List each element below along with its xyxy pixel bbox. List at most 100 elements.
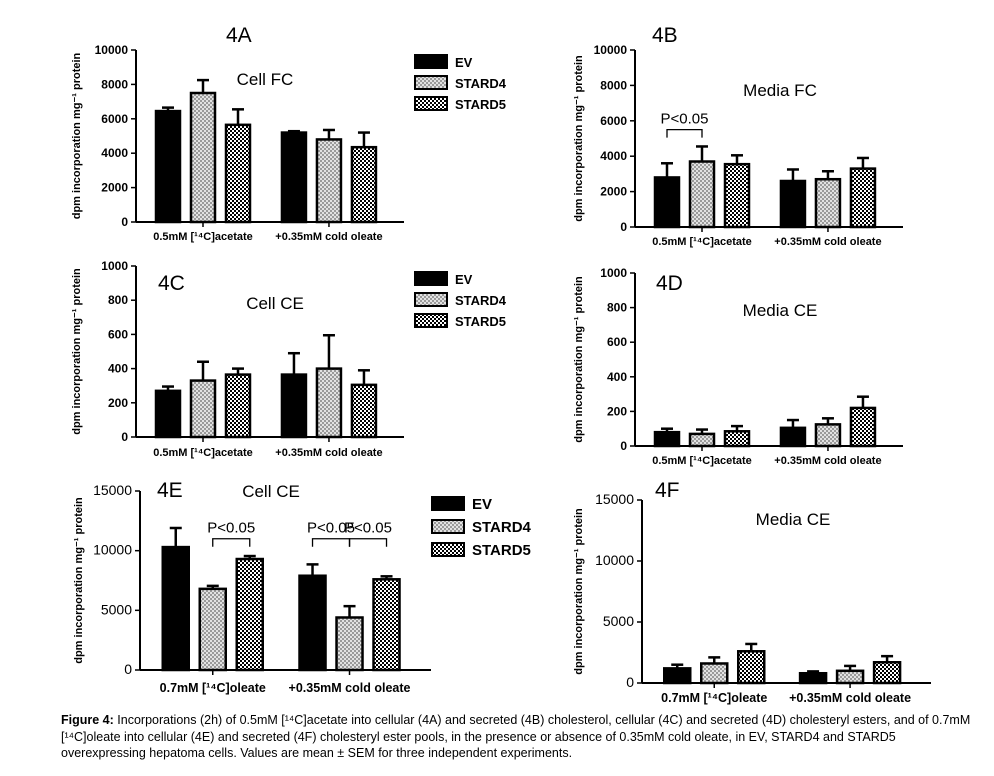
panel-title: Cell CE xyxy=(242,482,300,501)
bar-ev xyxy=(653,176,681,229)
bar-ev xyxy=(779,179,807,229)
legend-label: STARD5 xyxy=(455,97,506,112)
y-tick-label: 6000 xyxy=(600,114,627,128)
bar-ev xyxy=(653,430,681,448)
y-tick-label: 0 xyxy=(121,215,128,229)
bar-stard4 xyxy=(189,379,217,439)
panel-label: 4A xyxy=(226,24,252,47)
y-tick-label: 2000 xyxy=(600,185,627,199)
y-tick-label: 200 xyxy=(607,404,627,418)
legend-swatch-stard5 xyxy=(414,313,448,328)
significance-label: P<0.05 xyxy=(307,520,355,537)
panel-title: Cell FC xyxy=(237,70,294,89)
bar-stard4 xyxy=(688,160,716,229)
legend-label: STARD4 xyxy=(472,519,532,536)
significance-bracket xyxy=(666,129,703,138)
legend-swatch-ev xyxy=(414,271,448,286)
y-tick-label: 15000 xyxy=(93,482,132,498)
bar-stard4 xyxy=(189,91,217,224)
bar-ev xyxy=(280,131,308,224)
panel-label: 4F xyxy=(655,479,680,502)
figure-caption: Figure 4: Incorporations (2h) of 0.5mM [… xyxy=(61,712,981,762)
panel-4f: 0 5000 10000 15000 dpm incorporation mg⁻¹ pr… xyxy=(573,479,931,705)
bar-stard5 xyxy=(849,406,877,448)
bar-stard4 xyxy=(835,669,865,685)
y-tick-label: 10000 xyxy=(93,542,132,558)
y-axis-label: dpm incorporation mg⁻¹ protein xyxy=(573,276,585,443)
x-category-label: +0.35mM cold oleate xyxy=(789,691,911,705)
legend-label: STARD4 xyxy=(455,293,507,308)
panel-title: Media CE xyxy=(756,510,831,529)
legend-swatch-stard5 xyxy=(414,96,448,111)
legend-label: STARD5 xyxy=(455,314,506,329)
panel-title: Media FC xyxy=(743,81,817,100)
significance-bracket xyxy=(348,538,388,547)
bar-stard4 xyxy=(315,367,343,439)
y-tick-label: 400 xyxy=(607,370,627,384)
caption-text: Incorporations (2h) of 0.5mM [¹⁴C]acetat… xyxy=(61,713,971,760)
x-category-label: +0.35mM cold oleate xyxy=(275,231,382,243)
y-tick-label: 800 xyxy=(108,293,128,307)
y-tick-label: 4000 xyxy=(600,149,627,163)
bar-ev xyxy=(298,574,327,672)
legend-swatch-stard4 xyxy=(431,519,465,534)
significance-bracket xyxy=(212,538,251,547)
bar-ev xyxy=(161,545,190,672)
significance-label: P<0.05 xyxy=(344,520,392,537)
panel-label: 4B xyxy=(652,24,678,47)
bar-stard4 xyxy=(814,423,842,448)
y-tick-label: 4000 xyxy=(101,146,128,160)
panel-title: Media CE xyxy=(743,301,818,320)
panel-4b: 0 2000 4000 6000 8000 10000 dpm incorporation … xyxy=(573,24,903,248)
bar-stard4 xyxy=(814,177,842,229)
panel-4c: 0 200 400 600 800 1000 dpm incorporation mg⁻¹ … xyxy=(71,259,507,459)
bar-stard4 xyxy=(315,138,343,224)
y-tick-label: 10000 xyxy=(594,43,628,57)
y-tick-label: 5000 xyxy=(101,601,132,617)
y-tick-label: 600 xyxy=(607,335,627,349)
x-category-label: 0.5mM [¹⁴C]acetate xyxy=(153,447,253,459)
y-tick-label: 0 xyxy=(124,661,132,677)
y-tick-label: 0 xyxy=(620,439,627,453)
legend-label: EV xyxy=(455,55,473,70)
bar-ev xyxy=(154,389,182,439)
bar-ev xyxy=(798,671,828,685)
x-category-label: 0.5mM [¹⁴C]acetate xyxy=(652,236,752,248)
bar-stard5 xyxy=(224,123,252,224)
bar-stard5 xyxy=(723,162,751,229)
bar-stard5 xyxy=(737,650,766,685)
y-tick-label: 600 xyxy=(108,327,128,341)
bar-ev xyxy=(154,109,182,224)
bar-stard5 xyxy=(350,145,378,224)
bar-stard5 xyxy=(235,557,264,672)
y-tick-label: 0 xyxy=(626,674,634,690)
legend-swatch-ev xyxy=(431,496,465,511)
panel-4a: 0 2000 4000 6000 8000 10000 dpm incorporation … xyxy=(71,24,507,243)
y-axis-label: dpm incorporation mg⁻¹ protein xyxy=(71,268,83,435)
legend-label: STARD5 xyxy=(472,542,531,559)
x-category-label: +0.35mM cold oleate xyxy=(774,455,881,467)
y-tick-label: 15000 xyxy=(595,491,634,507)
legend-swatch-ev xyxy=(414,54,448,69)
y-tick-label: 0 xyxy=(620,220,627,234)
bar-ev xyxy=(663,667,692,685)
legend-swatch-stard4 xyxy=(414,75,448,90)
bar-stard5 xyxy=(872,661,902,685)
y-axis-label: dpm incorporation mg⁻¹ protein xyxy=(73,497,85,664)
x-category-label: +0.35mM cold oleate xyxy=(275,447,382,459)
panel-4e: 0 5000 10000 15000 dpm incorporation mg⁻¹ pr… xyxy=(73,479,532,695)
bar-stard4 xyxy=(700,662,729,685)
y-tick-label: 0 xyxy=(121,430,128,444)
legend-swatch-stard4 xyxy=(414,292,448,307)
bar-stard4 xyxy=(335,616,364,672)
y-axis-label: dpm incorporation mg⁻¹ protein xyxy=(573,508,585,675)
panel-label: 4D xyxy=(656,272,683,295)
bar-stard5 xyxy=(723,430,751,448)
x-category-label: 0.7mM [¹⁴C]oleate xyxy=(160,681,266,695)
x-category-label: 0.5mM [¹⁴C]acetate xyxy=(153,231,253,243)
x-category-label: 0.5mM [¹⁴C]acetate xyxy=(652,455,752,467)
bar-stard5 xyxy=(372,578,401,672)
y-tick-label: 800 xyxy=(607,301,627,315)
y-tick-label: 8000 xyxy=(101,77,128,91)
